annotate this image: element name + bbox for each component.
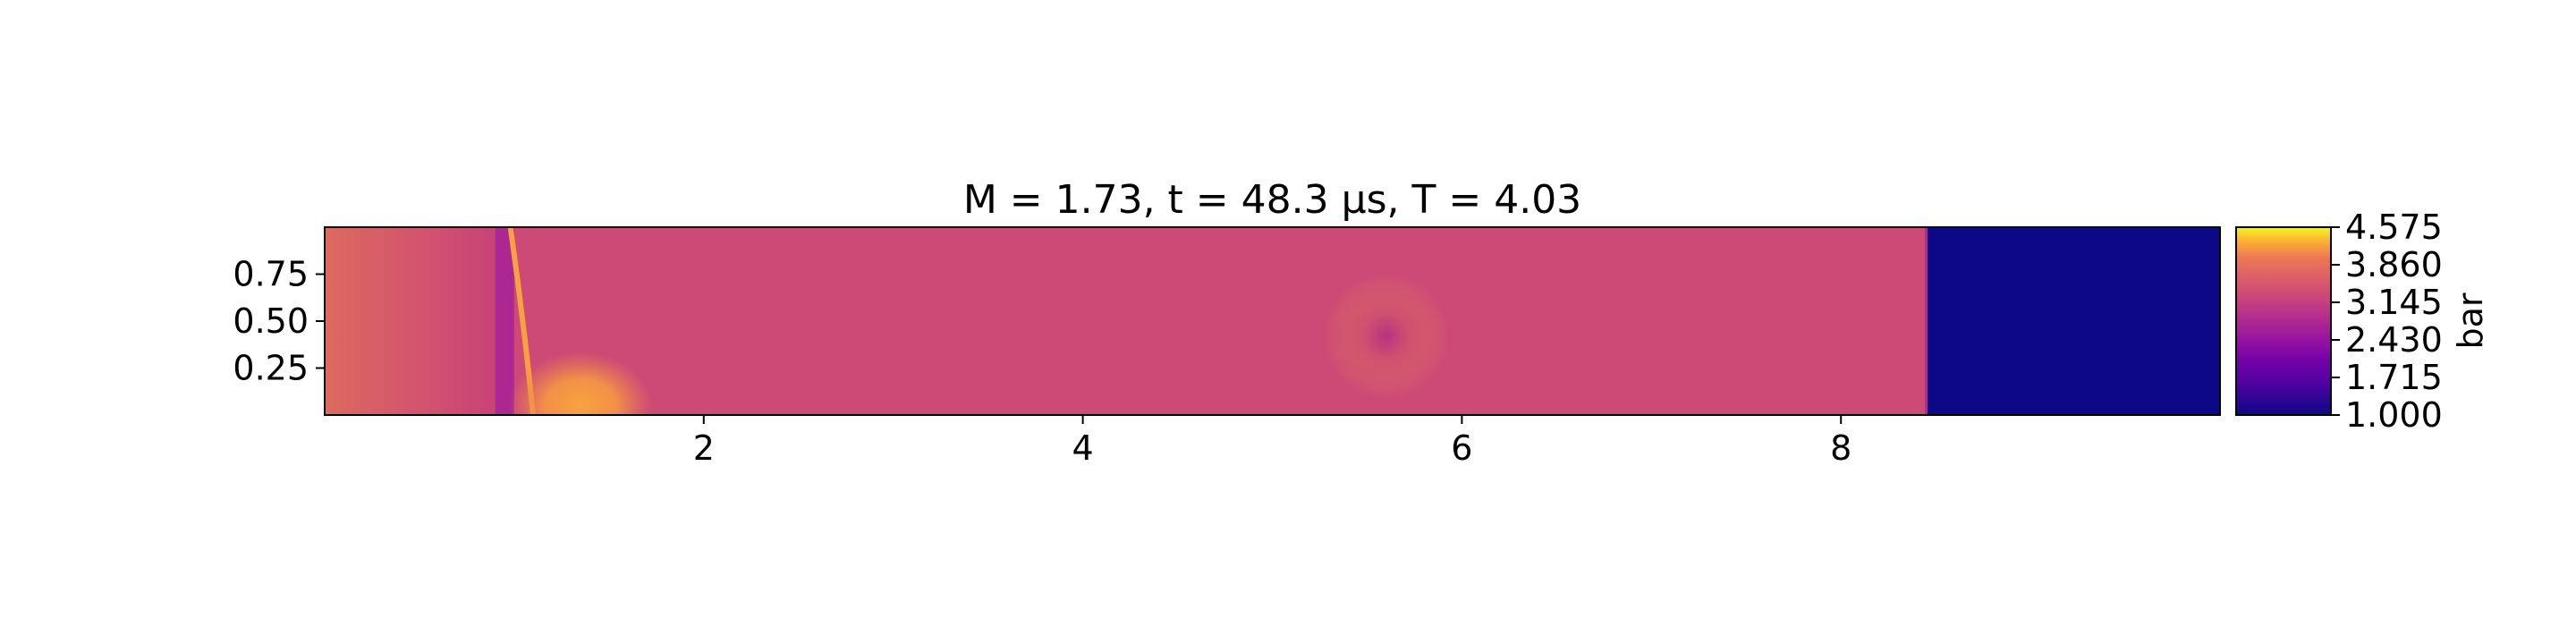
colorbar-tick-label: 3.145 bbox=[2345, 283, 2443, 322]
field-region bbox=[1926, 227, 2220, 415]
x-tick-label: 4 bbox=[1072, 428, 1094, 468]
heatmap-field bbox=[325, 227, 2220, 415]
colorbar-tick-label: 4.575 bbox=[2345, 208, 2443, 247]
colorbar bbox=[2235, 226, 2332, 416]
colorbar-tick-label: 3.860 bbox=[2345, 245, 2443, 284]
colorbar-tick-label: 1.715 bbox=[2345, 358, 2443, 397]
x-tick-label: 2 bbox=[693, 428, 715, 468]
y-tick-label: 0.50 bbox=[233, 301, 309, 341]
colorbar-tick-label: 1.000 bbox=[2345, 395, 2443, 435]
chart-title: M = 1.73, t = 48.3 μs, T = 4.03 bbox=[963, 177, 1581, 223]
field-region bbox=[495, 227, 514, 415]
x-tick-label: 6 bbox=[1451, 428, 1472, 468]
field-region bbox=[325, 227, 496, 415]
y-axis: 0.25 0.50 0.75 bbox=[233, 255, 325, 388]
colorbar-label: bar bbox=[2451, 292, 2490, 349]
field-region bbox=[513, 227, 1927, 415]
low-pressure-spot bbox=[1323, 273, 1449, 399]
colorbar-tick-label: 2.430 bbox=[2345, 320, 2443, 360]
x-axis: 2 4 6 8 bbox=[693, 415, 1852, 468]
y-tick-label: 0.75 bbox=[233, 255, 309, 294]
x-tick-label: 8 bbox=[1830, 428, 1852, 468]
high-pressure-corner bbox=[509, 352, 653, 415]
y-tick-label: 0.25 bbox=[233, 349, 309, 388]
